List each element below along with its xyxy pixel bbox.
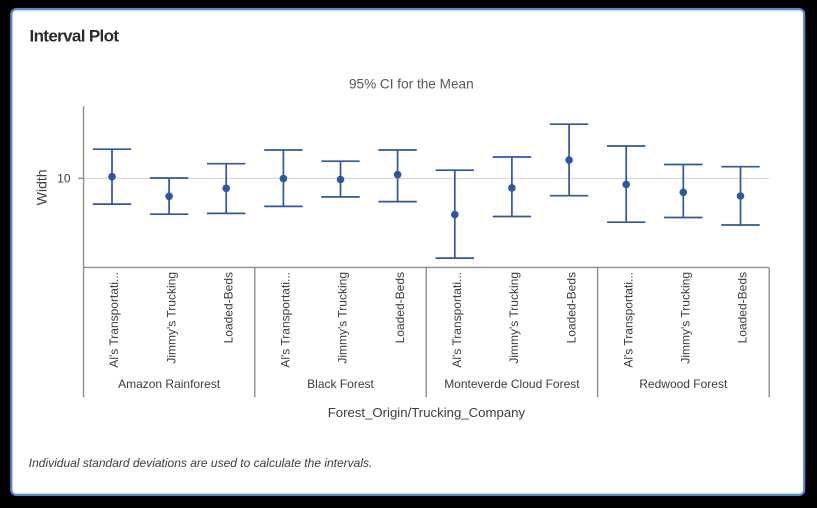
svg-text:Loaded-Beds: Loaded-Beds bbox=[564, 272, 578, 343]
svg-text:Jimmy's Trucking: Jimmy's Trucking bbox=[336, 272, 350, 364]
svg-text:Loaded-Beds: Loaded-Beds bbox=[393, 272, 407, 343]
svg-text:Monteverde Cloud Forest: Monteverde Cloud Forest bbox=[444, 377, 580, 391]
svg-text:Width: Width bbox=[33, 169, 49, 205]
svg-text:10: 10 bbox=[57, 171, 71, 185]
svg-text:Redwood Forest: Redwood Forest bbox=[639, 377, 728, 391]
svg-text:Al's Transportati...: Al's Transportati... bbox=[279, 272, 293, 368]
svg-text:Loaded-Beds: Loaded-Beds bbox=[736, 272, 750, 343]
svg-text:Al's Transportati...: Al's Transportati... bbox=[450, 272, 464, 368]
svg-text:Jimmy's Trucking: Jimmy's Trucking bbox=[507, 272, 521, 364]
svg-text:95% CI for the Mean: 95% CI for the Mean bbox=[349, 77, 474, 92]
svg-text:Al's Transportati...: Al's Transportati... bbox=[621, 272, 635, 368]
svg-text:Individual standard deviations: Individual standard deviations are used … bbox=[29, 456, 373, 470]
svg-text:Al's Transportati...: Al's Transportati... bbox=[107, 272, 121, 368]
svg-text:Jimmy's Trucking: Jimmy's Trucking bbox=[679, 272, 693, 364]
svg-text:Forest_Origin/Trucking_Company: Forest_Origin/Trucking_Company bbox=[328, 405, 526, 420]
svg-text:Amazon Rainforest: Amazon Rainforest bbox=[118, 377, 221, 391]
svg-text:Loaded-Beds: Loaded-Beds bbox=[221, 272, 235, 343]
svg-text:Jimmy's Trucking: Jimmy's Trucking bbox=[164, 272, 178, 364]
svg-text:Black Forest: Black Forest bbox=[307, 377, 374, 391]
svg-text:Interval Plot: Interval Plot bbox=[30, 27, 120, 46]
